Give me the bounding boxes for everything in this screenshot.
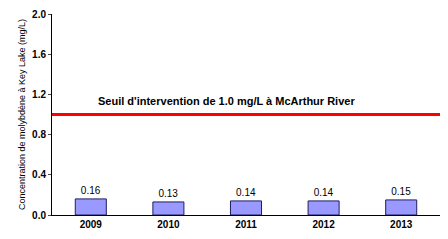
svg-text:0.14: 0.14 [236, 187, 256, 198]
svg-text:0.0: 0.0 [32, 210, 46, 221]
svg-text:2.0: 2.0 [32, 9, 46, 20]
svg-text:2012: 2012 [312, 219, 335, 230]
svg-text:0.16: 0.16 [81, 185, 101, 196]
svg-text:1.6: 1.6 [32, 49, 46, 60]
svg-text:2013: 2013 [390, 219, 413, 230]
svg-text:Seuil d'intervention de 1.0 mg: Seuil d'intervention de 1.0 mg/L à McArt… [98, 95, 355, 107]
svg-text:0.8: 0.8 [32, 129, 46, 140]
svg-text:2010: 2010 [157, 219, 180, 230]
svg-text:2011: 2011 [235, 219, 257, 230]
svg-text:0.4: 0.4 [32, 169, 46, 180]
svg-text:1.2: 1.2 [32, 89, 46, 100]
svg-text:0.14: 0.14 [314, 187, 334, 198]
svg-text:2009: 2009 [80, 219, 103, 230]
svg-text:0.15: 0.15 [391, 186, 411, 197]
svg-text:Concentration de molybdène à K: Concentration de molybdène à Key Lake (m… [17, 19, 27, 210]
svg-text:0.13: 0.13 [158, 188, 178, 199]
